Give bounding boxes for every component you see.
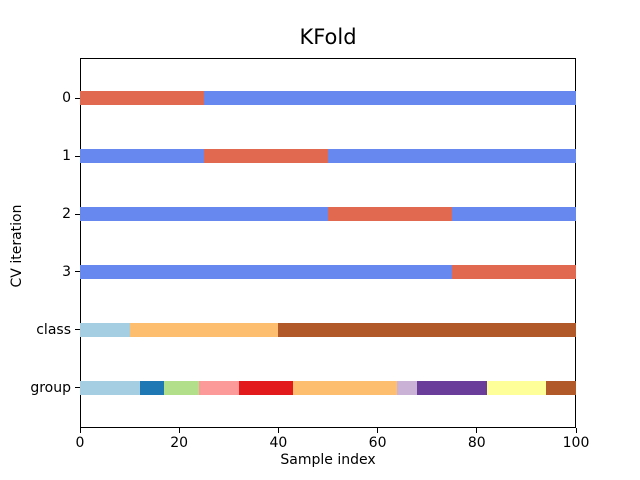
y-tick-label: group (30, 379, 71, 396)
row-track-0 (80, 91, 576, 106)
segment-1-train (328, 149, 576, 164)
segment-3-test (452, 264, 576, 279)
segment-2-train (80, 207, 328, 222)
y-tick-mark (75, 155, 80, 157)
segment-class-class-2 (278, 322, 576, 337)
y-tick-label: 0 (62, 90, 71, 107)
y-tick-mark (75, 329, 80, 331)
row-track-class (80, 322, 576, 337)
segment-group-group-3 (199, 380, 239, 395)
segment-class-class-1 (129, 322, 279, 337)
x-tick-mark (476, 428, 478, 433)
segment-2-train (452, 207, 576, 222)
y-tick-label: 3 (62, 263, 71, 280)
row-track-group (80, 380, 576, 395)
segment-3-train (80, 264, 452, 279)
segment-group-group-9 (546, 380, 576, 395)
x-tick-mark (277, 428, 279, 433)
row-track-1 (80, 149, 576, 164)
segment-0-train (204, 91, 576, 106)
segment-1-train (80, 149, 204, 164)
y-tick-label: 2 (62, 206, 71, 223)
segment-group-group-7 (417, 380, 487, 395)
plot-area (80, 58, 576, 428)
row-track-2 (80, 207, 576, 222)
segment-group-group-2 (164, 380, 200, 395)
segment-group-group-8 (486, 380, 547, 395)
y-tick-mark (75, 97, 80, 99)
x-tick-label: 0 (75, 435, 85, 451)
x-tick-label: 40 (269, 435, 288, 451)
x-tick-label: 100 (562, 435, 590, 451)
segment-group-group-4 (238, 380, 294, 395)
x-tick-mark (575, 428, 577, 433)
y-tick-mark (75, 213, 80, 215)
y-tick-label: 1 (62, 148, 71, 165)
y-tick-label: class (36, 321, 71, 338)
segment-2-test (328, 207, 452, 222)
segment-0-test (80, 91, 204, 106)
segment-class-class-0 (80, 322, 130, 337)
x-tick-label: 20 (170, 435, 189, 451)
x-tick-label: 60 (368, 435, 387, 451)
x-tick-mark (377, 428, 379, 433)
segment-group-group-6 (397, 380, 418, 395)
y-tick-mark (75, 387, 80, 389)
row-track-3 (80, 264, 576, 279)
segment-group-group-5 (293, 380, 398, 395)
chart-title: KFold (299, 25, 357, 49)
x-tick-mark (178, 428, 180, 433)
x-tick-mark (79, 428, 81, 433)
segment-group-group-0 (80, 380, 140, 395)
segment-group-group-1 (139, 380, 165, 395)
y-tick-mark (75, 271, 80, 273)
segment-1-test (204, 149, 328, 164)
x-axis-label: Sample index (280, 452, 376, 468)
x-tick-label: 80 (467, 435, 486, 451)
